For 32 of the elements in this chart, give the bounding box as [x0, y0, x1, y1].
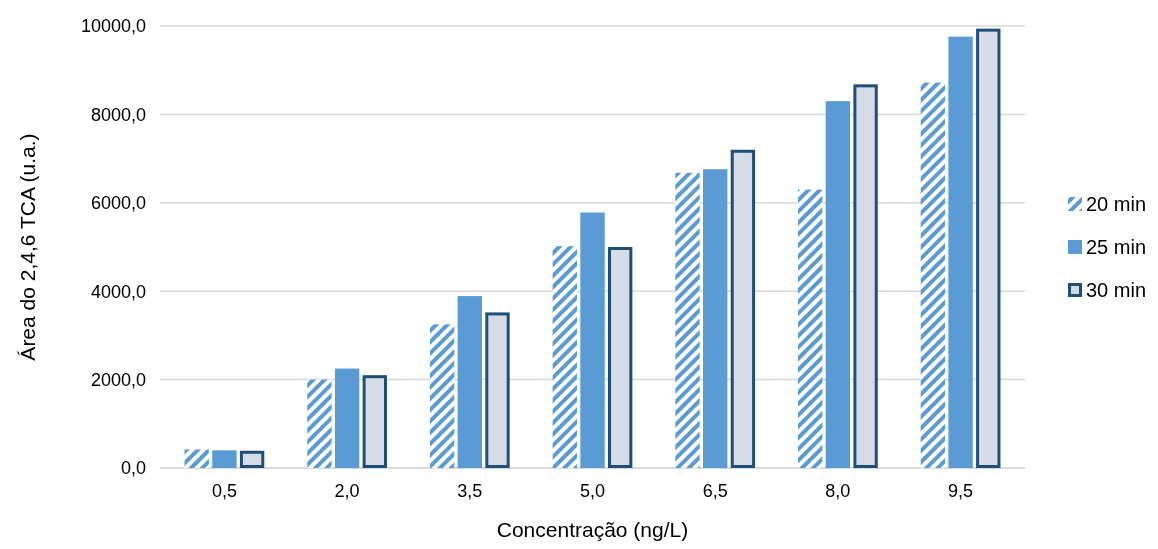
bar	[675, 172, 700, 468]
bar	[703, 169, 728, 468]
x-axis-title: Concentração (ng/L)	[496, 518, 689, 541]
y-tick-label: 4000,0	[90, 281, 146, 302]
y-tick-label: 8000,0	[90, 104, 146, 125]
bar	[212, 450, 237, 468]
bar	[552, 246, 577, 468]
x-tick-label: 0,5	[211, 481, 237, 501]
x-tick-label: 6,5	[702, 481, 728, 501]
y-tick-label: 0,0	[120, 458, 146, 479]
bar	[457, 296, 482, 468]
x-tick-label: 2,0	[334, 481, 360, 501]
bar	[825, 101, 851, 468]
y-tick-label: 2000,0	[90, 369, 146, 390]
legend-label: 25 min	[1086, 236, 1147, 258]
legend-label: 30 min	[1086, 279, 1147, 301]
x-tick-label: 8,0	[825, 481, 851, 501]
bar	[184, 449, 209, 468]
x-tick-label: 5,0	[579, 481, 606, 501]
bar	[334, 368, 360, 468]
y-axis-title: Área do 2,4,6 TCA (u.a.)	[16, 133, 39, 361]
x-tick-label: 9,5	[948, 481, 974, 501]
bar	[429, 324, 455, 468]
bar	[580, 212, 605, 468]
bar	[920, 82, 946, 468]
legend-label: 20 min	[1086, 193, 1147, 215]
y-tick-label: 6000,0	[90, 193, 146, 214]
bar	[307, 379, 332, 468]
bar	[948, 36, 973, 468]
y-tick-label: 10000,0	[80, 16, 146, 37]
bar	[798, 189, 823, 468]
x-tick-label: 3,5	[457, 481, 483, 501]
